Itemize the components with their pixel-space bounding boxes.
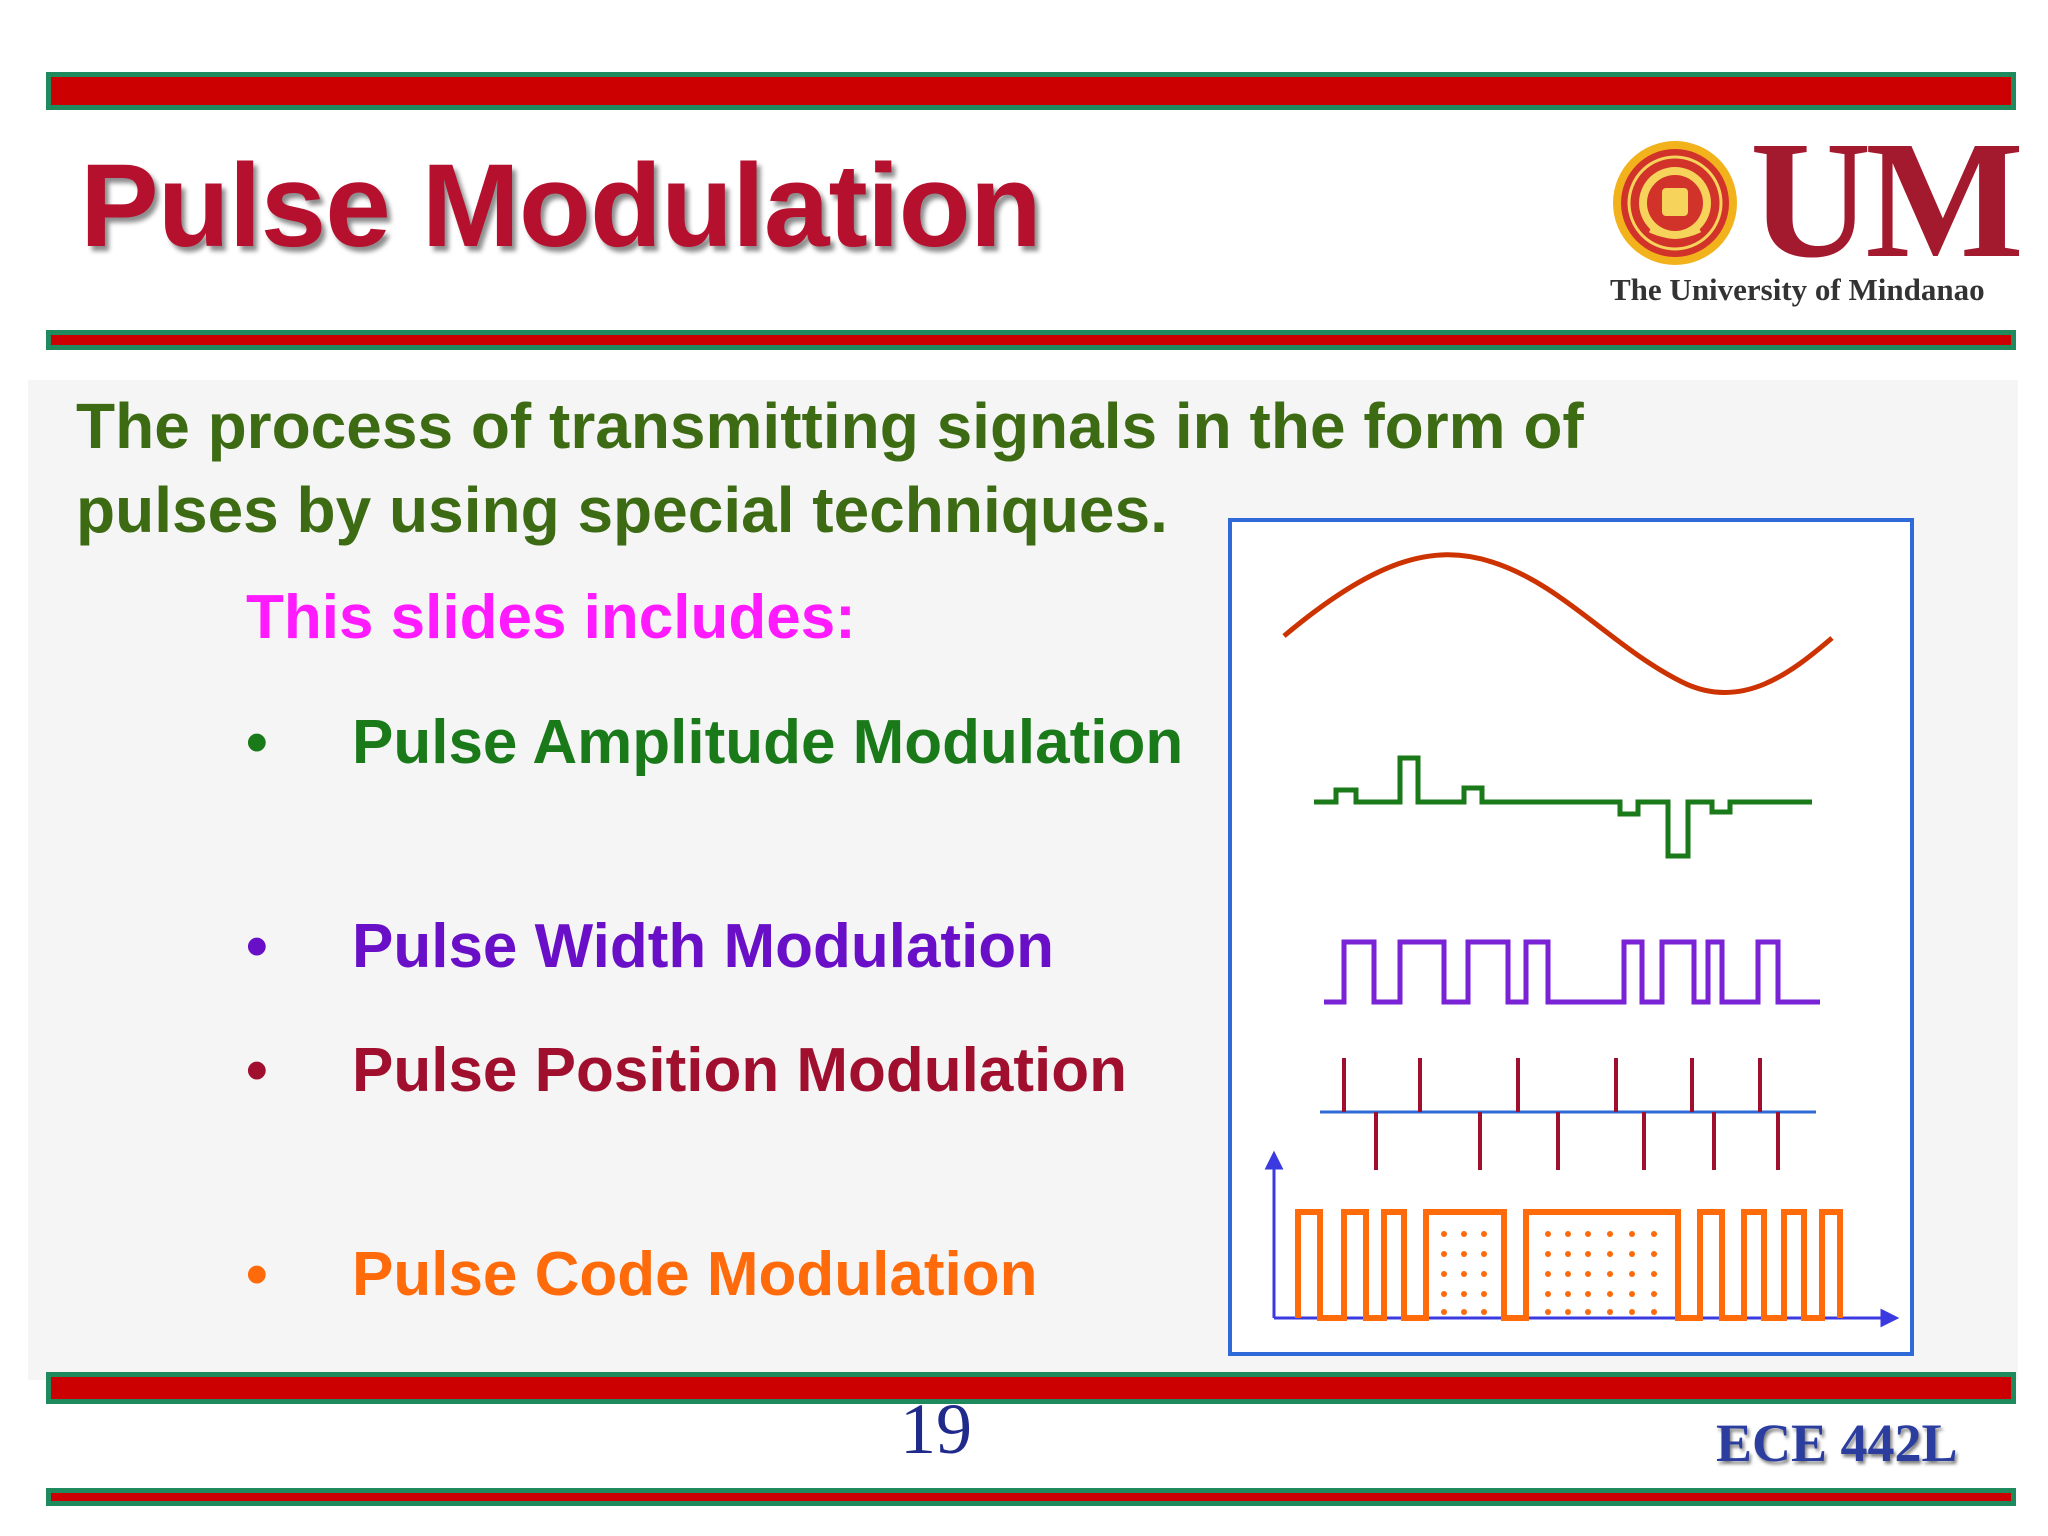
modulation-waveforms [1264, 552, 1900, 1328]
bullet-marker: • [246, 1240, 268, 1309]
university-seal-icon [1613, 141, 1737, 265]
footer-top-bar [46, 1372, 2016, 1404]
pcm-dotted-levels [1441, 1231, 1657, 1315]
definition-text: The process of transmitting signals in t… [76, 390, 1584, 546]
page-number: 19 [900, 1389, 972, 1469]
bullet-marker: • [246, 1036, 268, 1105]
header-top-bar [46, 72, 2016, 110]
course-code: ECE 442L [1716, 1413, 1958, 1473]
ppm-pulses [1342, 1058, 1780, 1170]
slide-title: Pulse Modulation [80, 140, 1042, 272]
header-bottom-bar [46, 330, 2016, 350]
bullet-label: Pulse Width Modulation [352, 912, 1055, 981]
pwm-waveform [1324, 939, 1820, 1005]
modulation-diagram [1228, 518, 1914, 1356]
university-logo: UM The University of Mindanao [1600, 116, 2024, 318]
footer-bottom-bar [46, 1488, 2016, 1506]
bullet-label: Pulse Amplitude Modulation [352, 708, 1184, 777]
bullet-label: Pulse Code Modulation [352, 1240, 1038, 1309]
logo-um-mark: UM [1750, 107, 2024, 293]
bullet-label: Pulse Position Modulation [352, 1036, 1127, 1105]
bullet-marker: • [246, 912, 268, 981]
bullet-marker: • [246, 708, 268, 777]
pam-waveform [1314, 755, 1812, 859]
includes-heading: This slides includes: [246, 583, 856, 652]
logo-university-name: The University of Mindanao [1610, 272, 1985, 307]
pcm-waveform [1295, 1209, 1843, 1321]
message-sine-wave [1282, 552, 1834, 695]
